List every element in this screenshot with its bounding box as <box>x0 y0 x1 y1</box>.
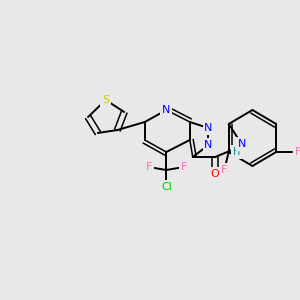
Text: N: N <box>162 105 170 115</box>
Text: N: N <box>238 139 246 149</box>
Text: O: O <box>211 169 220 179</box>
Text: F: F <box>295 147 300 157</box>
Text: Cl: Cl <box>161 182 172 192</box>
Text: F: F <box>146 162 152 172</box>
Text: F: F <box>220 165 227 175</box>
Text: F: F <box>181 162 187 172</box>
Text: N: N <box>204 123 213 133</box>
Text: H: H <box>233 147 241 157</box>
Text: S: S <box>102 95 109 105</box>
Text: N: N <box>204 140 213 150</box>
